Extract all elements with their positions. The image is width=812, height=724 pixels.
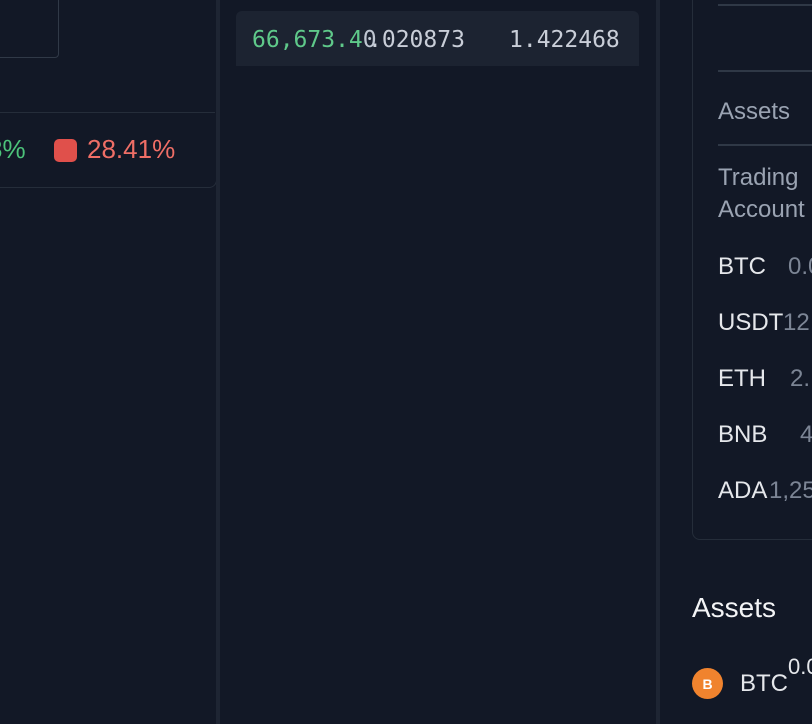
account-label-line: Account [718, 196, 805, 223]
coin-balance: 2. [790, 365, 811, 392]
coin-symbol: ADA [718, 477, 768, 504]
coin-balance: 0.0 [788, 253, 812, 280]
sell-color-square-icon [54, 139, 77, 162]
trading-account-label: Trading Account [718, 162, 805, 226]
btc-coin-icon: B [692, 668, 723, 699]
coin-symbol: USDT [718, 309, 784, 336]
order-book-pane: 8% 28.41% [0, 0, 217, 724]
trade-price-main: 66,673.4 [252, 27, 363, 53]
divider [0, 112, 215, 113]
trade-total: 1.422468 [509, 27, 620, 53]
buy-percent: 8% [0, 134, 26, 164]
divider [718, 70, 812, 72]
order-book-frame [0, 0, 59, 58]
trading-label-line: Trading [718, 164, 799, 191]
sell-percent: 28.41% [87, 134, 176, 164]
asset-balance: 0.0 [788, 654, 812, 679]
divider [718, 144, 812, 146]
assets-section-title: Assets [692, 592, 777, 623]
divider [718, 4, 812, 6]
coin-balance: 1,25 [769, 477, 812, 504]
coin-symbol: BTC [718, 253, 766, 280]
pane-divider [216, 0, 220, 724]
coin-symbol: ETH [718, 365, 766, 392]
assets-tab[interactable]: Assets [718, 98, 791, 125]
trade-price: 66,673.40 [252, 27, 377, 53]
trade-price-tail: 0 [362, 27, 377, 53]
trade-row: 66,673.40 .020873 1.422468 [236, 11, 639, 66]
pane-divider [656, 0, 660, 724]
coin-balance: 4 [800, 421, 812, 448]
coin-symbol: BNB [718, 421, 768, 448]
asset-symbol[interactable]: BTC [740, 670, 788, 697]
coin-balance: 12, [783, 309, 812, 336]
trade-amount: .020873 [368, 27, 465, 53]
account-card [692, 0, 812, 540]
